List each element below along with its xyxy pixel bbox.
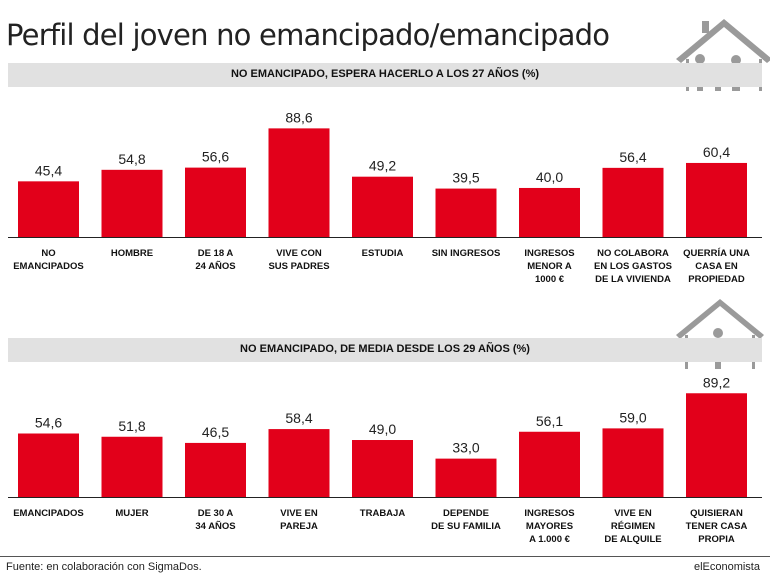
chart-2-title: NO EMANCIPADO, DE MEDIA DESDE LOS 29 AÑO…: [240, 343, 530, 355]
chart-2-category-label: VIVE EN: [614, 508, 652, 519]
chart-1-category-label: PROPIEDAD: [688, 274, 745, 285]
chart-2-category-label: 34 AÑOS: [195, 521, 235, 532]
chart-1-value-label: 56,6: [202, 149, 229, 165]
chart-2-category-label: A 1.000 €: [529, 534, 571, 545]
chart-1-title-band: NO EMANCIPADO, ESPERA HACERLO A LOS 27 A…: [8, 63, 762, 87]
chart-2-bar: [352, 440, 413, 497]
chart-2-value-label: 49,0: [369, 421, 396, 437]
chart-2-bar: [435, 458, 497, 497]
chart-2-bar: [686, 393, 747, 497]
chart-1-category-label: ESTUDIA: [362, 248, 404, 259]
bar-charts: 45,4 NO EMANCIPADOS 54,8 HOMBRE 56,6 DE 18 A 24…: [8, 109, 762, 545]
chart-1-category-label: EN LOS GASTOS: [594, 261, 672, 272]
chart-2-category-label: TRABAJA: [360, 508, 406, 519]
chart-2-value-label: 58,4: [285, 410, 312, 426]
chart-1-category-label: DE 18 A: [198, 248, 234, 259]
chart-2-value-label: 56,1: [536, 413, 563, 429]
chart-2-title-band: NO EMANCIPADO, DE MEDIA DESDE LOS 29 AÑO…: [8, 338, 762, 362]
footer-rule: [0, 556, 770, 557]
chart-1-category-label: SIN INGRESOS: [432, 248, 501, 259]
chart-1-bar: [101, 169, 163, 237]
chart-1-category-label: EMANCIPADOS: [13, 261, 84, 272]
chart-2-category-label: PROPIA: [698, 534, 735, 545]
chart-2-value-label: 59,0: [619, 409, 646, 425]
chart-1-category-label: INGRESOS: [524, 248, 574, 259]
chart-1-category-label: 1000 €: [535, 274, 565, 285]
chart-2-bar: [185, 442, 246, 497]
page-title: Perfil del joven no emancipado/emancipad…: [6, 18, 610, 52]
chart-1-category-label: NO: [41, 248, 55, 259]
chart-1-value-label: 49,2: [369, 158, 396, 174]
chart-1-bar: [18, 181, 79, 237]
chart-2-value-label: 33,0: [452, 440, 479, 456]
chart-2-category-label: INGRESOS: [524, 508, 574, 519]
chart-2-value-label: 51,8: [118, 418, 145, 434]
chart-2-value-label: 54,6: [35, 415, 62, 431]
chart-2-value-label: 89,2: [703, 374, 730, 390]
chart-1-bar: [602, 167, 664, 237]
chart-1-value-label: 39,5: [452, 170, 479, 186]
chart-1-value-label: 40,0: [536, 169, 563, 185]
chart-1-bar: [686, 162, 747, 237]
chart-2-category-label: EMANCIPADOS: [13, 508, 84, 519]
source-note: Fuente: en colaboración con SigmaDos.: [6, 561, 202, 573]
chart-1-value-label: 45,4: [35, 162, 62, 178]
chart-2-bar: [101, 436, 163, 497]
chart-1-category-label: CASA EN: [695, 261, 738, 272]
chart-1-category-label: 24 AÑOS: [195, 261, 235, 272]
chart-1-category-label: QUERRÍA UNA: [683, 248, 750, 259]
chart-1-value-label: 88,6: [285, 109, 312, 125]
chart-1-category-label: HOMBRE: [111, 248, 153, 259]
chart-1-category-label: VIVE CON: [276, 248, 322, 259]
chart-1-category-label: DE LA VIVIENDA: [595, 274, 671, 285]
chart-1-bar: [352, 176, 413, 237]
chart-2-category-label: PAREJA: [280, 521, 318, 532]
chart-1-title: NO EMANCIPADO, ESPERA HACERLO A LOS 27 A…: [230, 68, 540, 80]
chart-1-bar: [185, 167, 246, 237]
chart-2-value-label: 46,5: [202, 424, 229, 440]
chart-2-category-label: RÉGIMEN: [611, 521, 655, 532]
chart-2-category-label: MUJER: [115, 508, 148, 519]
chart-1-bar: [268, 128, 330, 237]
chart-1-category-label: NO COLABORA: [597, 248, 669, 259]
chart-1-bar: [519, 187, 580, 237]
chart-1-value-label: 60,4: [703, 144, 730, 160]
chart-2-category-label: TENER CASA: [686, 521, 748, 532]
brand-name: elEconomista: [693, 561, 760, 573]
chart-2-category-label: DE SU FAMILIA: [431, 521, 501, 532]
chart-2-category-label: QUISIERAN: [690, 508, 743, 519]
chart-1-value-label: 54,8: [118, 151, 145, 167]
chart-1-value-label: 56,4: [619, 149, 646, 165]
chart-1-category-label: MENOR A: [527, 261, 572, 272]
chart-2-category-label: DE ALQUILE: [604, 534, 661, 545]
chart-1-bar: [435, 188, 497, 237]
chart-2-bar: [519, 431, 580, 497]
chart-2-category-label: MAYORES: [526, 521, 573, 532]
chart-2-bar: [602, 428, 664, 497]
chart-1-category-label: SUS PADRES: [268, 261, 329, 272]
chart-2-category-label: DEPENDE: [443, 508, 489, 519]
chart-2-bar: [18, 433, 79, 497]
chart-2-bar: [268, 429, 330, 497]
chart-2-category-label: DE 30 A: [198, 508, 234, 519]
chart-2-category-label: VIVE EN: [280, 508, 318, 519]
